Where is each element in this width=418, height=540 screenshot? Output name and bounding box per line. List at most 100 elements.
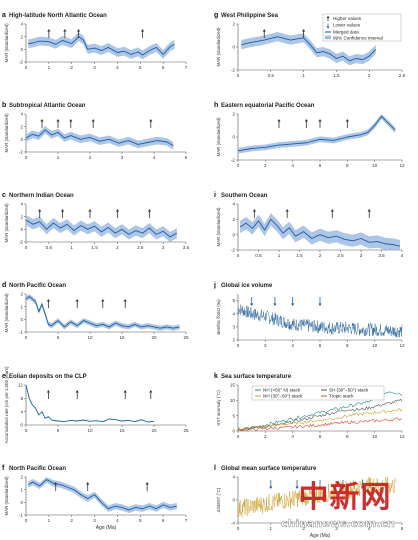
x-tick-label: 1 — [48, 65, 51, 70]
watermark-main: 中新网 — [299, 480, 392, 515]
higher-values-arrow-head — [262, 29, 266, 32]
panel-letter: d — [2, 282, 6, 289]
panel-k: k Sea surface temperature SST anomaly (°C)… — [214, 373, 405, 439]
panel-title: North Pacific Ocean — [9, 283, 66, 289]
series-line — [237, 115, 396, 152]
higher-values-arrow-head — [69, 119, 73, 122]
higher-values-arrow-head — [304, 119, 308, 122]
x-tick-label: 5 — [139, 65, 142, 70]
x-tick-label: 2 — [264, 434, 267, 439]
x-tick-label: 0 — [25, 335, 28, 340]
x-tick-label: 2 — [264, 163, 267, 168]
y-tick-label: -2 — [231, 68, 236, 73]
y-tick-label: 0 — [20, 47, 23, 52]
x-tick-label: 2 — [70, 65, 73, 70]
y-tick-label: 4 — [232, 202, 235, 207]
y-axis-label: Benthic δ18O (‰) — [216, 299, 221, 335]
y-tick-label: 10 — [230, 398, 236, 403]
panel-letter: k — [214, 373, 218, 380]
x-tick-label: 1 — [57, 155, 60, 160]
x-tick-label: 2.5 — [337, 253, 344, 258]
x-tick-label: 8 — [346, 343, 349, 348]
panel-title: Eolian deposits on the CLP — [9, 374, 87, 380]
y-tick-label: -2 — [19, 150, 24, 155]
legend-merged-label: Merged data — [333, 29, 359, 34]
lower-values-arrow-head — [318, 486, 322, 489]
x-tick-label: 6 — [162, 518, 165, 523]
higher-values-arrow-head — [149, 119, 153, 122]
y-tick-label: 4 — [20, 202, 23, 207]
y-tick-label: 2 — [20, 292, 23, 297]
x-tick-label: 3 — [360, 253, 363, 258]
watermark-sub: chinanews.com.cn — [281, 517, 395, 530]
panel-i: i Southern Ocean MAR (standardized) 0 0.5 1 1.… — [214, 192, 404, 258]
legend-lower-label: Lower values — [333, 23, 361, 28]
panel-h: h Eastern equatorial Pacific Ocean MAR (st… — [214, 102, 405, 168]
series-line — [237, 476, 396, 518]
higher-values-arrow-head — [54, 482, 58, 485]
higher-values-arrow-head — [277, 119, 281, 122]
x-tick-label: 0 — [25, 428, 28, 433]
y-tick-label: 2 — [232, 112, 235, 117]
x-tick-label: 2.5 — [137, 245, 144, 250]
y-tick-label: 5 — [232, 298, 235, 303]
x-tick-label: 6 — [319, 343, 322, 348]
x-tick-label: 0 — [25, 65, 28, 70]
y-tick-label: -2 — [231, 158, 236, 163]
x-tick-label: 15 — [119, 335, 125, 340]
higher-values-arrow-head — [101, 299, 105, 302]
y-axis-label: MAR (standardized) — [4, 23, 9, 63]
panel-title: Global ice volume — [221, 283, 273, 289]
y-tick-label: -2 — [19, 240, 24, 245]
panel-title: Eastern equatorial Pacific Ocean — [221, 103, 315, 109]
lower-values-arrow-head — [341, 486, 345, 489]
confidence-band — [28, 32, 175, 60]
y-tick-label: 0 — [232, 498, 235, 503]
panel-letter: j — [213, 282, 216, 289]
x-axis-label: Age (Ma) — [96, 525, 117, 531]
x-tick-label: 25 — [183, 428, 189, 433]
y-tick-label: 4 — [20, 22, 23, 27]
series-line — [237, 398, 403, 431]
x-tick-label: 8 — [346, 434, 349, 439]
x-axis-label: Age (Ma) — [310, 533, 331, 539]
watermark: 中新网 chinanews.com.cn — [281, 480, 395, 530]
y-tick-label: 4 — [232, 311, 235, 316]
x-tick-label: 2 — [89, 155, 92, 160]
panel-title: Subtropical Atlantic Ocean — [9, 103, 86, 109]
panel-e: e Eolian deposits on the CLPAccumulation … — [2, 366, 189, 443]
confidence-band — [238, 114, 396, 154]
x-tick-label: 0 — [237, 253, 240, 258]
higher-values-arrow-head — [145, 482, 149, 485]
x-tick-label: 10 — [87, 428, 93, 433]
panel-letter: l — [214, 465, 216, 472]
higher-values-arrow-head — [149, 390, 153, 393]
y-axis-label: MAR (standardized) — [216, 117, 221, 157]
y-axis-label: MAR (standardized) — [4, 293, 9, 333]
y-tick-label: 2 — [232, 22, 235, 27]
confidence-band — [26, 126, 174, 150]
series-line — [25, 296, 180, 329]
x-tick-label: 0 — [25, 155, 28, 160]
x-tick-label: 2.5 — [399, 73, 406, 78]
x-tick-label: 4 — [116, 65, 119, 70]
higher-values-arrow-head — [252, 209, 256, 212]
x-tick-label: 1.5 — [296, 253, 303, 258]
x-tick-label: 3 — [335, 526, 338, 531]
x-tick-label: 15 — [119, 428, 125, 433]
panel-letter: b — [2, 102, 6, 109]
y-tick-label: -1 — [19, 513, 24, 518]
x-tick-label: 3 — [162, 245, 165, 250]
panel-title: Sea surface temperature — [221, 374, 292, 380]
legend-label: NH (>50° N) stack — [263, 388, 301, 393]
confidence-band — [240, 213, 400, 250]
series-line — [237, 304, 403, 338]
y-tick-label: 2 — [232, 338, 235, 343]
x-tick-label: 10 — [372, 434, 378, 439]
higher-values-arrow-head — [302, 29, 306, 32]
legend-higher-label: Higher values — [333, 16, 362, 21]
y-tick-label: 2 — [20, 475, 23, 480]
series-line — [28, 479, 177, 511]
